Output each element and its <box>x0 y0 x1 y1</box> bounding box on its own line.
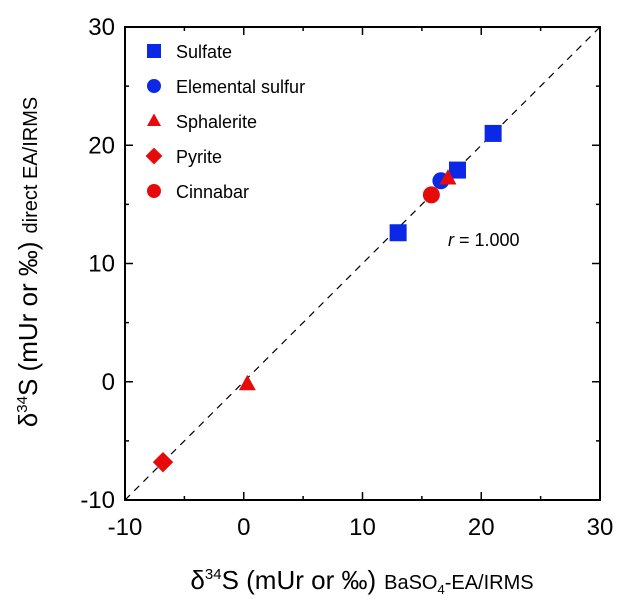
legend: Sulfate Elemental sulfur Sphalerite Pyrite C… <box>145 42 305 202</box>
legend-sulfate-marker <box>147 44 161 58</box>
sulfate-point <box>389 224 407 242</box>
legend-cinnabar-label: Cinnabar <box>176 182 249 202</box>
x-axis-method-sub: 4 <box>437 582 444 597</box>
x-axis-mass: 34 <box>205 566 222 583</box>
axis-ticks: -10 0 10 20 30 -10 0 10 20 30 <box>80 14 613 541</box>
y-tick-label: 0 <box>102 369 115 396</box>
sphalerite-point <box>238 374 256 391</box>
annotation-r: r <box>448 230 455 250</box>
one-to-one-line <box>124 26 601 501</box>
legend-pyrite-marker <box>145 147 163 165</box>
x-axis-method-post: -EA/IRMS <box>445 572 534 594</box>
sulfate-point <box>484 124 502 142</box>
correlation-annotation: r = 1.000 <box>448 230 520 250</box>
y-axis-main: S (mUr or ‰) <box>13 241 43 396</box>
cinnabar-point <box>422 186 440 204</box>
x-tick-label: 0 <box>237 514 250 541</box>
x-tick-label: 30 <box>587 514 614 541</box>
y-axis-method: direct EA/IRMS <box>20 97 42 234</box>
legend-sphalerite-marker <box>147 113 161 127</box>
plot-area-frame <box>124 26 601 501</box>
data-points <box>152 124 502 473</box>
legend-sphalerite-label: Sphalerite <box>176 112 257 132</box>
y-tick-label: 30 <box>88 14 115 41</box>
pyrite-point <box>152 451 174 473</box>
y-axis-title: δ34S (mUr or ‰) direct EA/IRMS <box>13 97 43 427</box>
x-tick-label: 20 <box>468 514 495 541</box>
y-axis-delta: δ <box>13 413 43 427</box>
y-tick-label: 10 <box>88 251 115 278</box>
x-axis-method-pre: BaSO <box>384 572 437 594</box>
legend-elemental-sulfur-marker <box>147 79 161 93</box>
y-tick-label: -10 <box>80 487 115 514</box>
sphalerite-point <box>439 169 457 185</box>
x-axis-title: δ34S (mUr or ‰) BaSO4-EA/IRMS <box>190 565 533 597</box>
legend-cinnabar-marker <box>147 184 161 198</box>
legend-pyrite-label: Pyrite <box>176 147 222 167</box>
x-axis-main: S (mUr or ‰) <box>222 565 377 595</box>
sulfate-point <box>449 161 466 179</box>
legend-sulfate-label: Sulfate <box>176 42 232 62</box>
reference-line-layer <box>124 26 601 501</box>
x-tick-label: 10 <box>349 514 376 541</box>
x-axis-delta: δ <box>190 565 204 595</box>
y-tick-label: 20 <box>88 132 115 159</box>
annotation-value: = 1.000 <box>454 230 520 250</box>
y-axis-mass: 34 <box>14 396 31 413</box>
x-tick-label: -10 <box>108 514 143 541</box>
legend-elemental-sulfur-label: Elemental sulfur <box>176 77 305 97</box>
